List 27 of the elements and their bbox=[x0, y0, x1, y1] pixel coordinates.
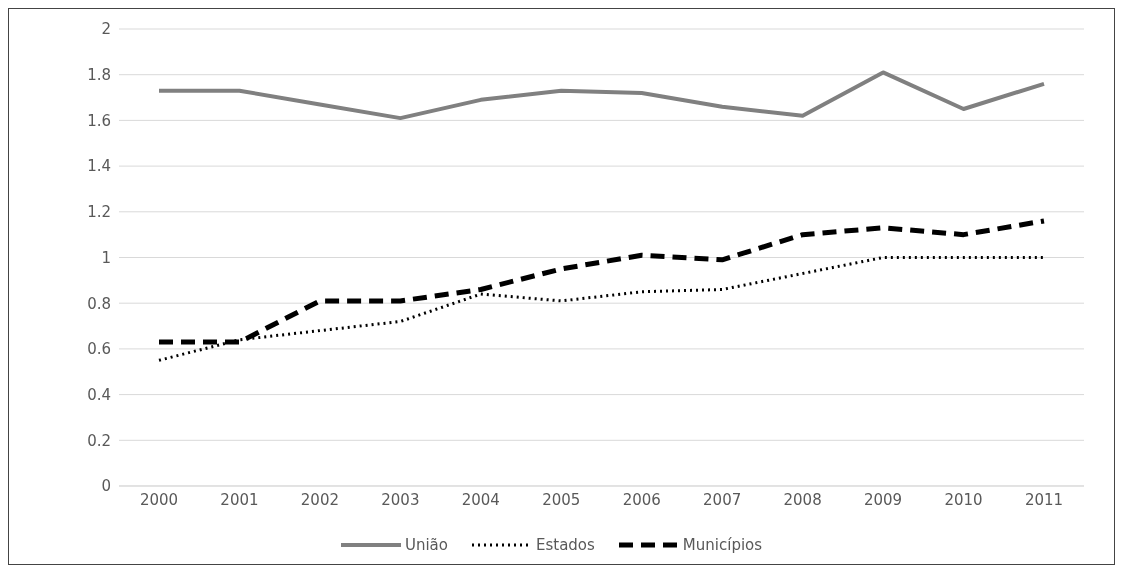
line-series bbox=[157, 70, 1046, 121]
y-tick-label: 1 bbox=[101, 248, 111, 267]
legend-label: União bbox=[404, 536, 448, 554]
x-tick-label: 2011 bbox=[1024, 490, 1064, 509]
y-tick-label: 1.6 bbox=[87, 111, 111, 130]
y-tick-label: 0.2 bbox=[87, 431, 111, 450]
y-tick-label: 0.4 bbox=[87, 385, 111, 404]
y-tick-label: 0.6 bbox=[87, 340, 111, 359]
x-tick-label: 2008 bbox=[783, 490, 822, 509]
x-tick-label: 2004 bbox=[461, 490, 500, 509]
x-tick-label: 2003 bbox=[381, 490, 420, 509]
x-tick-label: 2009 bbox=[864, 490, 903, 509]
x-tick-label: 2005 bbox=[542, 490, 581, 509]
x-tick-label: 2002 bbox=[300, 490, 339, 509]
y-tick-label: 1.2 bbox=[87, 203, 111, 222]
legend-label: Municípios bbox=[682, 536, 763, 554]
legend-label: Estados bbox=[535, 536, 595, 554]
x-tick-label: 2006 bbox=[622, 490, 661, 509]
y-tick-label: 0 bbox=[101, 477, 111, 496]
y-tick-label: 0.8 bbox=[87, 294, 111, 313]
x-tick-label: 2001 bbox=[220, 490, 259, 509]
y-tick-label: 2 bbox=[101, 20, 111, 39]
y-tick-label: 1.4 bbox=[87, 157, 111, 176]
y-tick-label: 1.8 bbox=[87, 66, 111, 85]
x-tick-label: 2007 bbox=[703, 490, 742, 509]
x-tick-label: 2010 bbox=[944, 490, 983, 509]
x-tick-label: 2000 bbox=[139, 490, 179, 509]
